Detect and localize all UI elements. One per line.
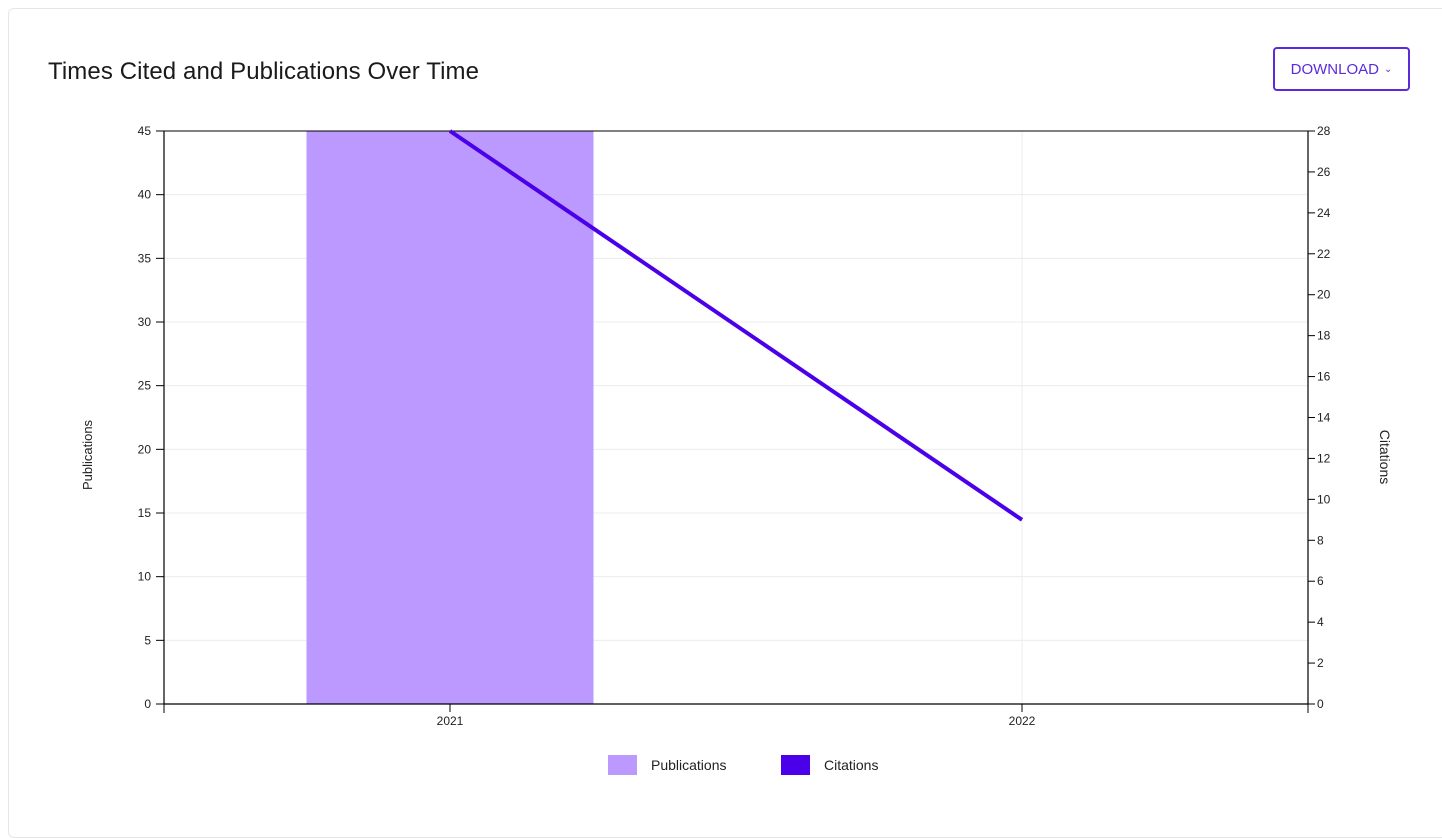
- y-tick-label-left: 15: [138, 506, 152, 520]
- x-tick-label: 2021: [437, 714, 464, 728]
- y-tick-label-left: 10: [138, 570, 152, 584]
- y-tick-label-right: 10: [1317, 492, 1331, 506]
- x-tick-label: 2022: [1009, 714, 1036, 728]
- y-tick-label-left: 45: [138, 124, 152, 138]
- chart: 0510152025303540450246810121416182022242…: [80, 124, 1393, 775]
- y-tick-label-right: 26: [1317, 165, 1331, 179]
- y-tick-label-right: 16: [1317, 370, 1331, 384]
- legend-label-citations: Citations: [824, 757, 878, 773]
- y-tick-label-left: 40: [138, 188, 152, 202]
- y-tick-label-right: 4: [1317, 615, 1324, 629]
- chart-card: [8, 8, 1442, 838]
- y-tick-label-right: 6: [1317, 574, 1324, 588]
- y-tick-label-left: 30: [138, 315, 152, 329]
- y-tick-label-right: 28: [1317, 124, 1331, 138]
- publications-bars: [306, 131, 594, 704]
- y-tick-label-right: 18: [1317, 329, 1331, 343]
- y-tick-label-left: 20: [138, 442, 152, 456]
- y-tick-label-left: 5: [144, 633, 151, 647]
- y-tick-label-right: 20: [1317, 288, 1331, 302]
- y-tick-label-left: 25: [138, 379, 152, 393]
- chevron-down-icon: ⌄: [1383, 64, 1393, 75]
- legend-label-publications: Publications: [651, 757, 727, 773]
- y-tick-label-left: 35: [138, 251, 152, 265]
- chart-title: Times Cited and Publications Over Time: [48, 58, 480, 85]
- y-tick-label-right: 8: [1317, 533, 1324, 547]
- ticks: 0510152025303540450246810121416182022242…: [138, 124, 1331, 728]
- legend-swatch-publications: [608, 755, 637, 775]
- y-tick-label-right: 24: [1317, 206, 1331, 220]
- y-tick-label-right: 14: [1317, 411, 1331, 425]
- citations-line-group: [448, 129, 1024, 522]
- legend-swatch-citations: [781, 755, 810, 775]
- y-tick-label-right: 22: [1317, 247, 1331, 261]
- y-tick-label-right: 0: [1317, 697, 1324, 711]
- y-axis-label-left: Publications: [80, 419, 95, 490]
- citations-line: [448, 129, 1024, 522]
- y-tick-label-left: 0: [144, 697, 151, 711]
- legend: Publications Citations: [608, 755, 878, 775]
- y-tick-label-right: 12: [1317, 451, 1331, 465]
- y-tick-label-right: 2: [1317, 656, 1324, 670]
- download-button[interactable]: DOWNLOAD ⌄: [1273, 47, 1410, 91]
- download-label: DOWNLOAD: [1290, 60, 1379, 78]
- bar-publications-2021: [306, 131, 594, 704]
- y-axis-label-right: Citations: [1377, 430, 1393, 484]
